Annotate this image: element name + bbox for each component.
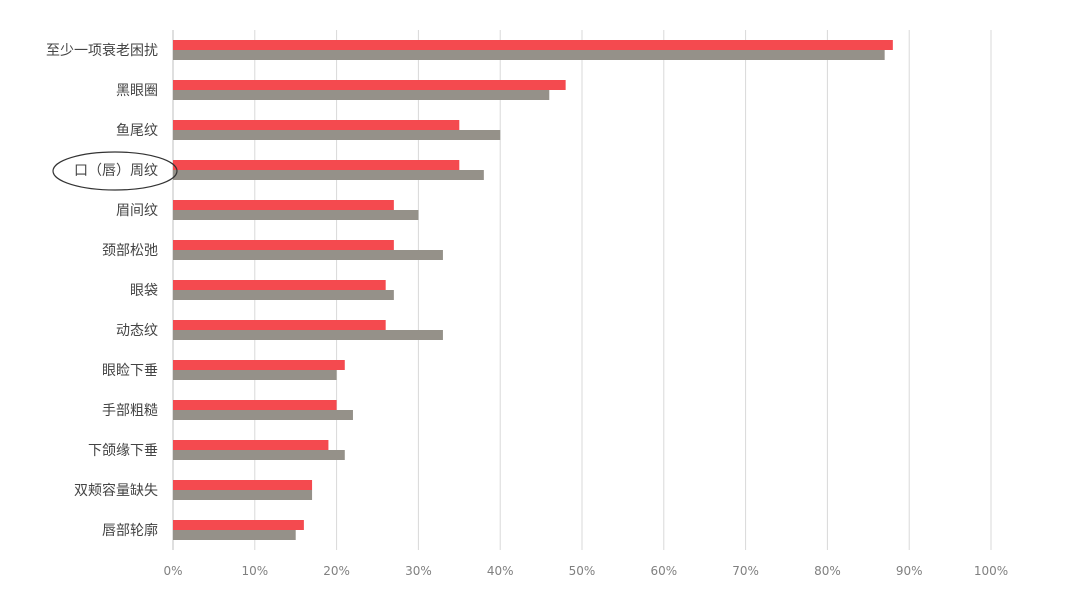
bar-series-2 — [173, 450, 345, 460]
highlight-ellipse — [52, 151, 178, 191]
bar-series-2 — [173, 90, 550, 100]
category-label: 口（唇）周纹 — [74, 163, 158, 179]
x-axis-ticks: 0% 10% 20% 30% 40% 50% 60% 70% 80% 90% 100% — [163, 564, 1008, 578]
category-label: 眼袋 — [130, 283, 158, 299]
bar-series-1 — [173, 200, 394, 210]
bar-series-1 — [173, 520, 304, 530]
annotations — [52, 151, 178, 191]
bar-series-1 — [173, 40, 893, 50]
x-tick-label: 70% — [732, 564, 759, 578]
x-tick-label: 100% — [974, 564, 1008, 578]
bar-series-1 — [173, 440, 329, 450]
x-tick-label: 80% — [814, 564, 841, 578]
bar-series-2 — [173, 530, 296, 540]
category-label: 下颌缘下垂 — [88, 443, 158, 459]
bar-series-1 — [173, 240, 394, 250]
category-label: 颈部松弛 — [102, 243, 158, 259]
bar-series-2 — [173, 130, 501, 140]
bar-series-1 — [173, 320, 386, 330]
bar-series-2 — [173, 250, 443, 260]
bar-series-1 — [173, 120, 460, 130]
category-label: 双颊容量缺失 — [74, 482, 158, 499]
bar-series-1 — [173, 480, 313, 490]
bar-series-2 — [173, 210, 419, 220]
category-labels: 至少一项衰老困扰黑眼圈鱼尾纹口（唇）周纹眉间纹颈部松弛眼袋动态纹眼睑下垂手部粗糙… — [46, 42, 158, 539]
x-tick-label: 10% — [241, 564, 268, 578]
bar-series-2 — [173, 410, 353, 420]
x-tick-label: 50% — [569, 564, 596, 578]
bar-series-1 — [173, 280, 386, 290]
category-label: 手部粗糙 — [102, 403, 158, 419]
bar-series-2 — [173, 330, 443, 340]
category-label: 至少一项衰老困扰 — [46, 42, 158, 59]
bar-series-1 — [173, 80, 566, 90]
x-tick-label: 90% — [896, 564, 923, 578]
category-label: 动态纹 — [116, 323, 158, 339]
category-label: 鱼尾纹 — [116, 122, 158, 139]
bar-series-2 — [173, 490, 313, 500]
bar-series-2 — [173, 290, 394, 300]
x-tick-label: 30% — [405, 564, 432, 578]
x-tick-label: 40% — [487, 564, 514, 578]
bar-series-1 — [173, 400, 337, 410]
category-label: 眉间纹 — [116, 203, 158, 219]
category-label: 黑眼圈 — [116, 83, 158, 99]
bar-series-1 — [173, 360, 345, 370]
category-label: 唇部轮廓 — [102, 522, 158, 539]
bar-series-1 — [173, 160, 460, 170]
x-tick-label: 60% — [650, 564, 677, 578]
x-tick-label: 0% — [163, 564, 182, 578]
bar-series-2 — [173, 50, 885, 60]
bar-series-2 — [173, 370, 337, 380]
x-tick-label: 20% — [323, 564, 350, 578]
gridlines — [172, 30, 992, 550]
bars — [173, 40, 893, 540]
category-label: 眼睑下垂 — [102, 363, 158, 379]
bar-series-2 — [173, 170, 484, 180]
